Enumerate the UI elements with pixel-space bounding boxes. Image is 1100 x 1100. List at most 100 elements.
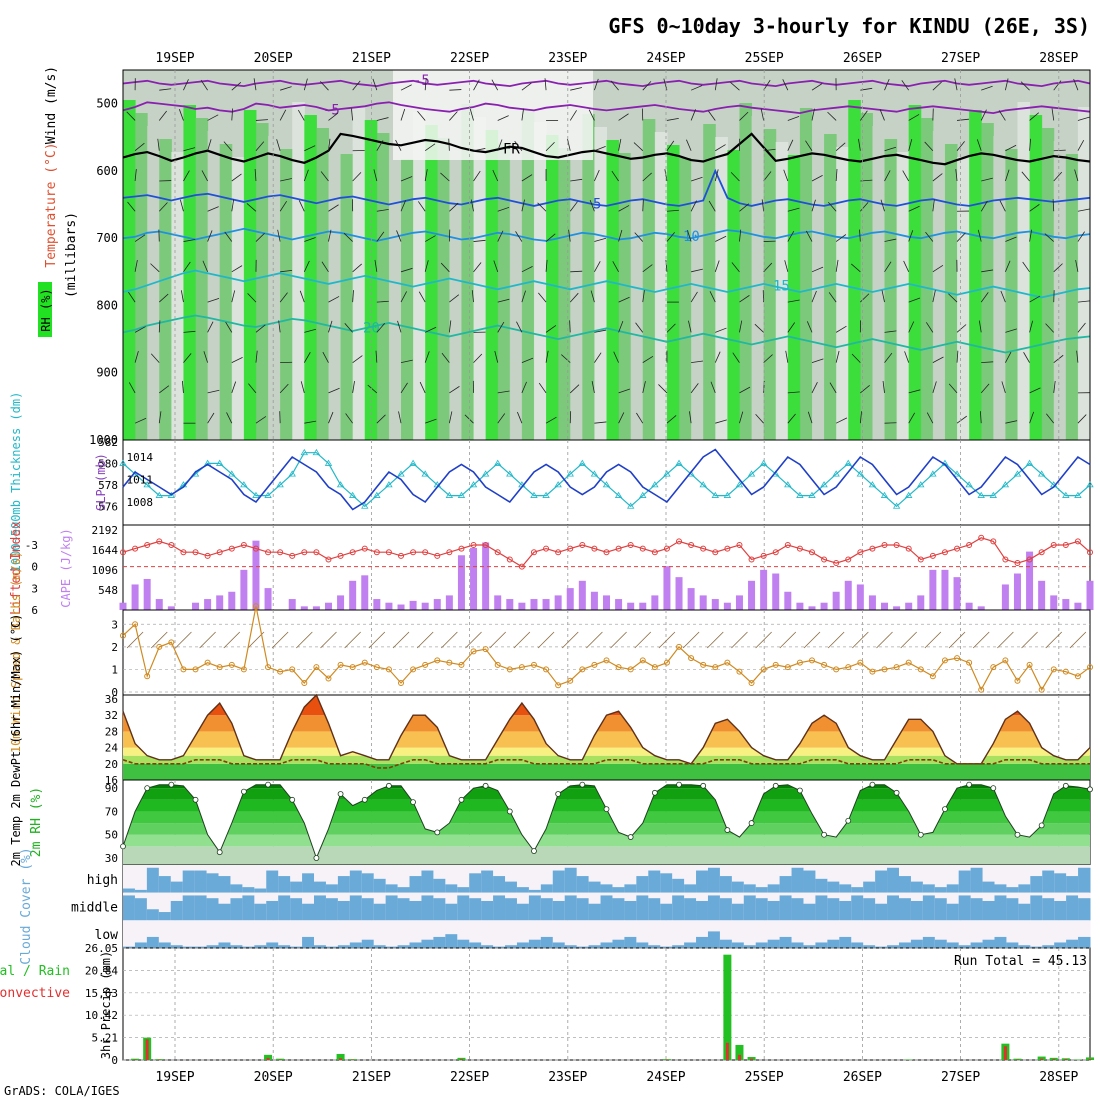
lifted-index-point bbox=[277, 549, 284, 556]
cloud-fill-low bbox=[134, 942, 148, 948]
thickness-point bbox=[953, 470, 961, 477]
wind-barb bbox=[1029, 411, 1035, 424]
wind-barb bbox=[1029, 387, 1041, 394]
footer-credit: GrADS: COLA/IGES bbox=[4, 1084, 120, 1098]
wind-barb bbox=[859, 229, 861, 242]
wind-barb bbox=[1075, 259, 1079, 272]
thickness-point bbox=[1001, 481, 1010, 488]
thickness-point bbox=[735, 481, 744, 488]
wind-barb bbox=[345, 413, 353, 424]
rh2m-point bbox=[434, 829, 441, 836]
surface-wind-barb bbox=[513, 631, 531, 649]
precip-convective-bar bbox=[1052, 1059, 1056, 1060]
thickness-point bbox=[917, 481, 925, 488]
lifted-index-point bbox=[1026, 556, 1033, 563]
cloud-fill-middle bbox=[194, 895, 208, 921]
wind-barb bbox=[473, 262, 482, 273]
cloud-fill-low bbox=[624, 936, 637, 948]
cloud-fill-middle bbox=[1078, 898, 1091, 921]
wind-speed-point bbox=[289, 666, 296, 673]
wind-barb bbox=[590, 290, 595, 303]
thickness-point bbox=[699, 481, 707, 488]
cloud-fill-high bbox=[696, 870, 709, 893]
wind-barb bbox=[763, 148, 776, 152]
surface-wind-barb bbox=[779, 631, 797, 649]
thickness-point bbox=[808, 491, 816, 498]
wind-barb bbox=[594, 237, 607, 242]
wind-barb bbox=[998, 110, 1006, 121]
rh-legend-swatch bbox=[38, 282, 52, 337]
cloud-cell-high bbox=[516, 865, 530, 893]
cloud-fill-low bbox=[170, 945, 184, 948]
rh-column bbox=[739, 103, 753, 440]
wind-barb bbox=[515, 231, 523, 242]
wind-barb bbox=[1077, 116, 1090, 121]
wind-barb bbox=[320, 171, 329, 182]
wind-barb bbox=[787, 322, 796, 333]
cloud-fill-high bbox=[409, 876, 422, 893]
lifted-index-point bbox=[337, 552, 344, 559]
lifted-index-point bbox=[446, 549, 453, 556]
surface-wind-barb bbox=[1021, 631, 1038, 649]
cloud-fill-low bbox=[123, 946, 136, 948]
thickness-point bbox=[155, 491, 163, 498]
cloud-fill-high bbox=[887, 867, 900, 893]
lifted-index-point bbox=[289, 552, 296, 559]
cloud-fill-low bbox=[278, 945, 291, 948]
rh-column bbox=[497, 143, 511, 440]
lifted-index-point bbox=[422, 549, 429, 556]
thickness-point bbox=[663, 470, 671, 477]
precip-tick: 15.63 bbox=[85, 987, 118, 1000]
cape-bar bbox=[312, 606, 320, 610]
cloud-fill-high bbox=[290, 881, 303, 893]
cloud-fill-middle bbox=[230, 898, 243, 921]
wind-barb bbox=[884, 261, 892, 273]
lifted-index-point bbox=[434, 552, 441, 559]
wind-speed-point bbox=[712, 664, 719, 671]
wind-barb bbox=[714, 351, 721, 363]
cape-bar bbox=[1038, 580, 1046, 610]
wind-barb bbox=[1074, 169, 1079, 182]
cloud-fill-low bbox=[851, 942, 864, 948]
surface-wind-barb bbox=[827, 631, 845, 649]
cloud-cell-low bbox=[1006, 920, 1019, 948]
surface-wind-barb bbox=[175, 631, 192, 649]
wind-barb bbox=[545, 233, 556, 242]
rh-column bbox=[207, 131, 221, 440]
cloud-fill-middle bbox=[469, 898, 482, 921]
wind-barb bbox=[538, 292, 547, 303]
wind-barb bbox=[134, 326, 146, 333]
cloud-fill-low bbox=[564, 945, 578, 948]
lifted-index-point bbox=[192, 549, 199, 556]
wind-barb bbox=[159, 88, 172, 91]
wind-barb bbox=[280, 269, 293, 273]
slp-tick: 1008 bbox=[127, 496, 154, 509]
wind-speed-point bbox=[1050, 666, 1057, 673]
wind-barb bbox=[255, 416, 267, 424]
cloud-cell-high bbox=[528, 865, 542, 893]
thickness-point bbox=[989, 491, 998, 498]
rh-column bbox=[304, 115, 317, 440]
wind-barb bbox=[134, 234, 146, 242]
thickness-point bbox=[796, 491, 804, 498]
rh-band bbox=[123, 846, 1090, 865]
cape-bar bbox=[1026, 551, 1034, 610]
pressure-tick: 1000 bbox=[89, 433, 118, 447]
cloud-fill-middle bbox=[349, 895, 363, 921]
cloud-cell-low bbox=[863, 920, 876, 948]
cape-tick: 1644 bbox=[92, 544, 119, 557]
cape-bar bbox=[228, 591, 236, 610]
wind-speed-point bbox=[132, 621, 139, 628]
rh-column bbox=[582, 114, 595, 440]
day-label-top: 20SEP bbox=[254, 51, 293, 66]
wind-barb bbox=[424, 351, 430, 363]
cloud-fill-high bbox=[206, 873, 220, 893]
wind-speed-point bbox=[966, 659, 973, 666]
wind-barb bbox=[761, 199, 765, 212]
wind-speed-point bbox=[760, 666, 767, 673]
wind-barb bbox=[932, 199, 935, 212]
cape-bar bbox=[506, 599, 514, 610]
wind-barb bbox=[859, 411, 862, 424]
cloud-fill-low bbox=[707, 931, 721, 948]
cloud-fill-high bbox=[803, 870, 816, 893]
